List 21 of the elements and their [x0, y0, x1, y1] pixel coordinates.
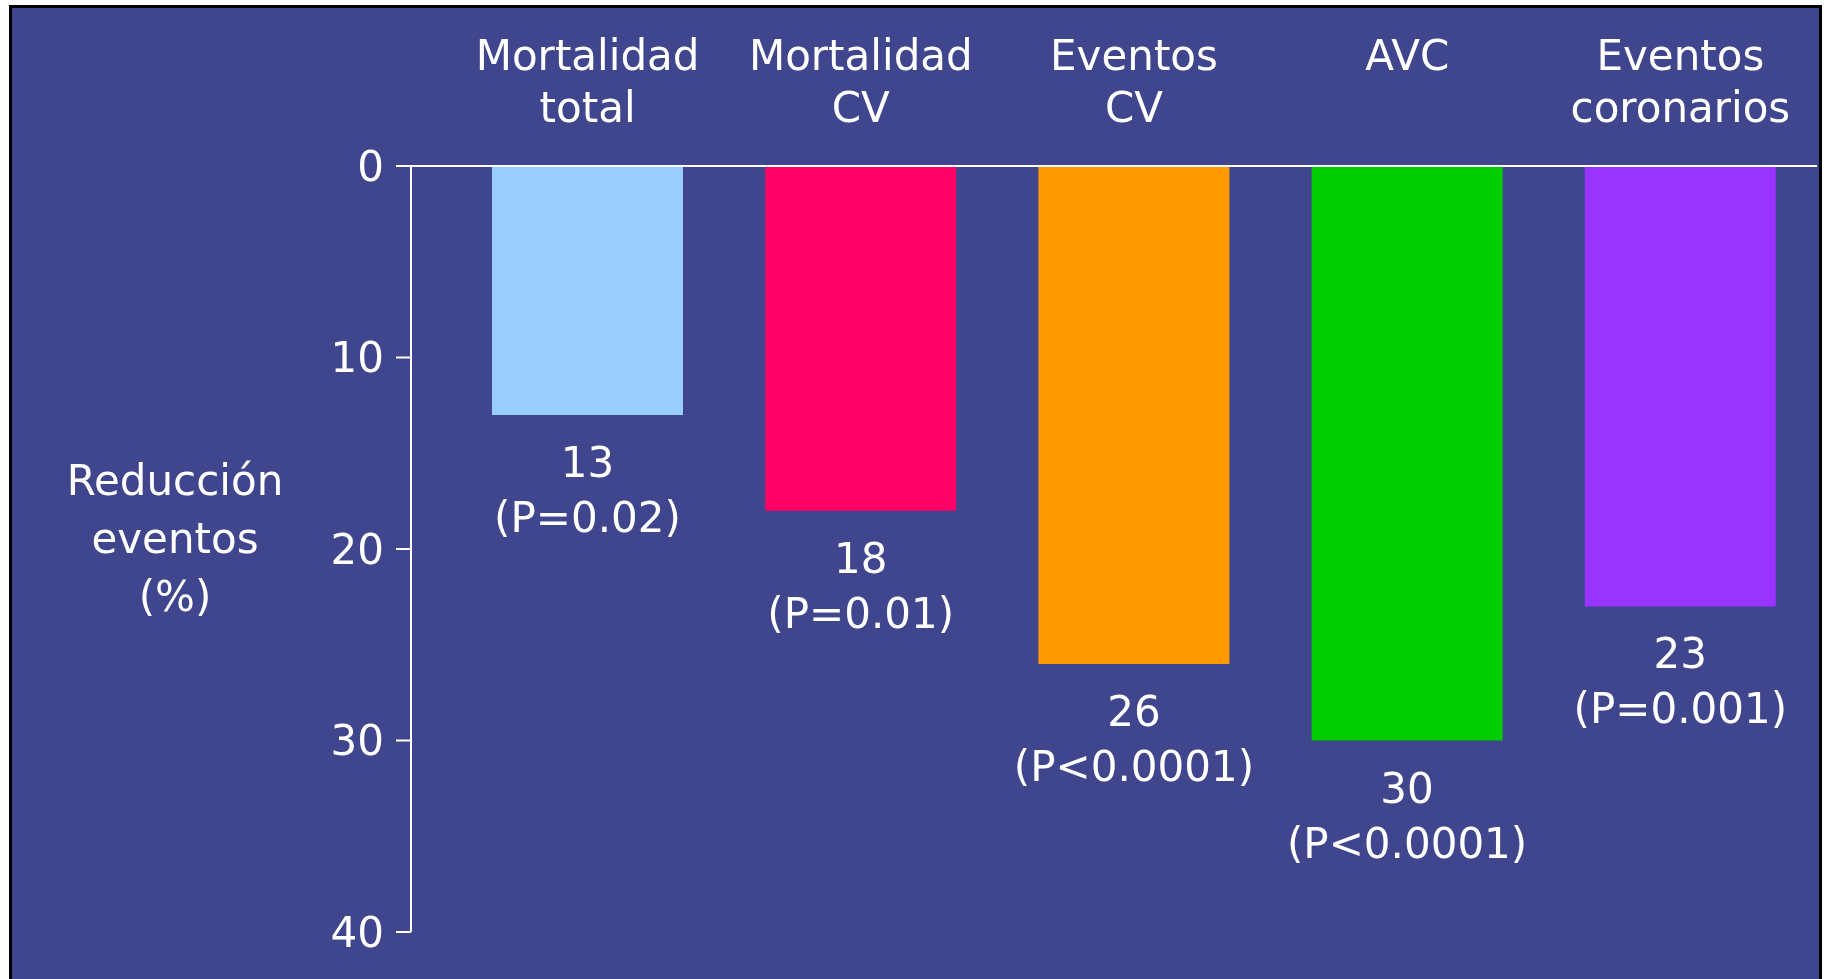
y-tick-label: 30 — [330, 716, 384, 766]
y-tick-label: 10 — [330, 333, 384, 383]
x-tick-label: Mortalidad total — [475, 31, 700, 132]
data-label: 18 (P=0.01) — [767, 533, 955, 638]
x-tick-label: Eventos coronarios — [1570, 31, 1791, 132]
data-label: 13 (P=0.02) — [494, 437, 681, 542]
data-label: 23 (P=0.001) — [1573, 629, 1788, 734]
bar — [1311, 166, 1503, 741]
data-label: 26 (P<0.0001) — [1013, 686, 1255, 791]
x-tick-label: Mortalidad CV — [748, 31, 973, 132]
y-tick-label: 20 — [330, 524, 384, 574]
y-tick-label: 40 — [330, 907, 384, 957]
x-tick-label: AVC — [1365, 31, 1450, 80]
x-tick-label: Eventos CV — [1050, 31, 1218, 132]
bar — [1038, 166, 1230, 664]
bar — [765, 166, 957, 511]
y-tick-label: 0 — [357, 141, 384, 191]
bar — [1584, 166, 1776, 607]
y-axis-title: Reducción eventos (%) — [65, 455, 285, 623]
data-label: 30 (P<0.0001) — [1286, 763, 1528, 868]
bar — [492, 166, 683, 415]
